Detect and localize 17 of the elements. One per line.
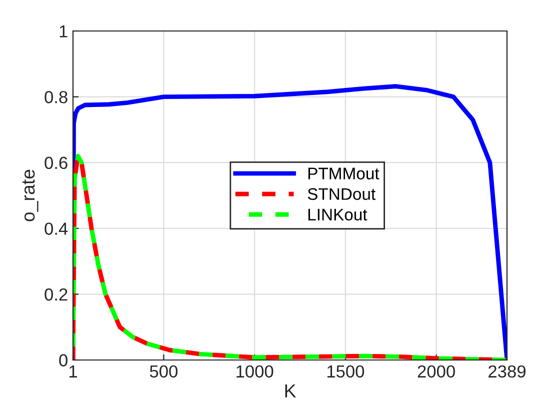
y-tick-label: 0.6 [44,156,68,170]
legend-label: PTMMout [308,168,380,180]
x-tick-label: 1 [69,366,77,378]
y-tick-label: 0.2 [44,288,68,301]
y-tick-label: 0.4 [44,222,68,235]
y-tick-label: 1 [60,25,68,38]
y-tick-label: 0 [59,354,68,366]
x-tick-label: 2000 [418,365,455,378]
legend-label: LINKout [308,208,368,221]
x-axis-title: K [285,384,296,398]
x-tick-label: 1000 [236,365,274,378]
x-tick-label: 500 [150,365,178,378]
y-axis-title: o_rate [22,170,38,222]
x-tick-label: 1500 [327,365,364,378]
x-tick-label: 2389 [488,365,526,378]
y-tick-label: 0.8 [44,90,68,104]
legend-label: STNDout [308,188,376,200]
